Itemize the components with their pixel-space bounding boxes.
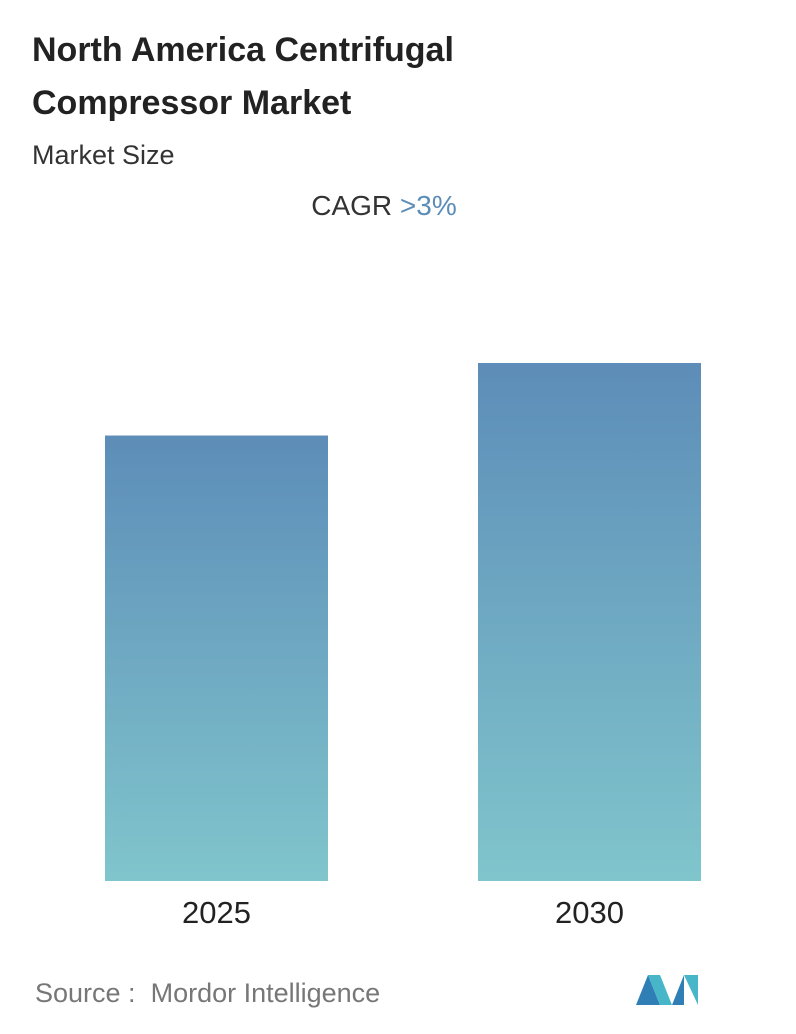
- bar: [105, 435, 328, 881]
- source-label: Source :: [35, 978, 136, 1008]
- cagr: CAGR >3%: [0, 190, 768, 222]
- logo: [636, 975, 698, 1005]
- x-tick-label: 2025: [182, 895, 251, 930]
- source-name: Mordor Intelligence: [150, 978, 381, 1008]
- x-tick-label: 2030: [555, 895, 624, 930]
- source: Source : Mordor Intelligence: [35, 978, 380, 1009]
- cagr-label: CAGR: [311, 190, 393, 221]
- chart-title: North America Centrifugal Compressor Mar…: [32, 31, 454, 122]
- bar: [478, 363, 701, 881]
- chart-subtitle: Market Size: [32, 140, 175, 170]
- cagr-value: >3%: [399, 190, 457, 221]
